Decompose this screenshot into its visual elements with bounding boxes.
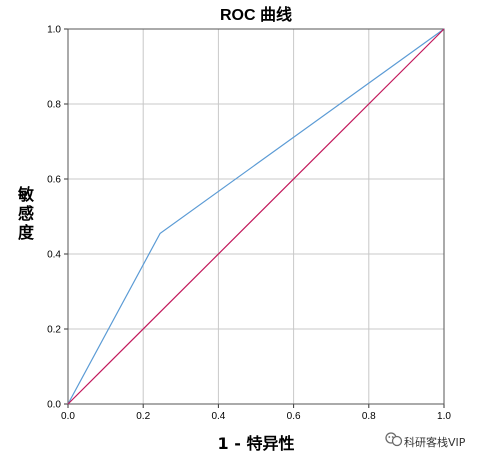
tick-labels: 0.0 0.2 0.4 0.6 0.8 1.0 0.0 0.2 0.4 0.6 0.8 1.0 [47, 25, 451, 423]
x-tick-label: 0.6 [287, 411, 301, 422]
y-axis-label: 敏感度 [17, 185, 35, 242]
y-tick-label: 0.6 [47, 175, 61, 186]
y-axis-label-char: 敏 [17, 185, 35, 204]
y-tick-label: 1.0 [47, 25, 61, 36]
x-axis-label: 1 - 特异性 [218, 434, 295, 453]
series-lines [67, 28, 445, 405]
y-tick-label: 0.0 [47, 400, 61, 411]
plot-frame [67, 28, 445, 405]
y-tick-label: 0.8 [47, 100, 61, 111]
x-tick-label: 0.0 [61, 411, 75, 422]
y-axis-label-char: 度 [18, 223, 35, 242]
watermark-text: 科研客栈VIP [404, 435, 466, 449]
x-tick-label: 1.0 [437, 411, 451, 422]
roc-curve-line [67, 28, 445, 405]
x-tick-label: 0.2 [136, 411, 150, 422]
wechat-logo-icon [385, 432, 403, 447]
x-tick-label: 0.8 [362, 411, 376, 422]
reference-diagonal-line [67, 28, 445, 405]
y-tick-label: 0.2 [47, 325, 61, 336]
chart-title: ROC 曲线 [220, 5, 292, 24]
y-tick-label: 0.4 [47, 250, 61, 261]
axes [64, 28, 445, 408]
x-tick-label: 0.4 [211, 411, 225, 422]
watermark: 科研客栈VIP [385, 432, 466, 449]
y-axis-label-char: 感 [18, 204, 34, 223]
